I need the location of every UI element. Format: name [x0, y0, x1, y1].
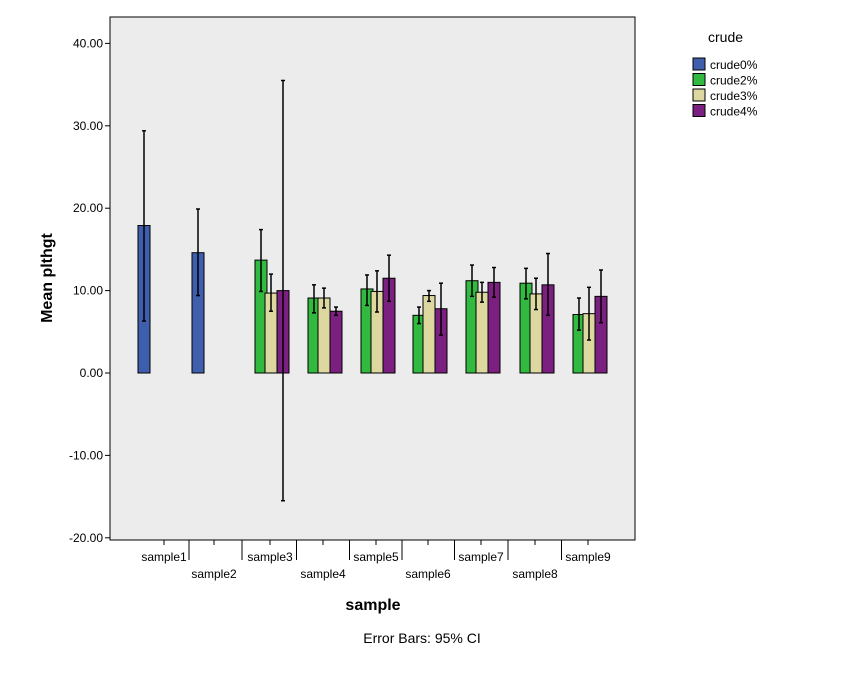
- bar: [317, 297, 331, 374]
- legend-swatch: [692, 73, 706, 86]
- x-tick-label: sample7: [458, 550, 504, 564]
- legend-swatch: [692, 88, 706, 102]
- bar: [422, 295, 436, 374]
- x-tick-label: sample3: [247, 550, 293, 564]
- y-tick-label: -20.00: [69, 531, 103, 545]
- legend: crude crude0% crude2%crude3% crude4%: [692, 29, 758, 119]
- y-tick-label: 20.00: [73, 201, 103, 215]
- x-tick-label: sample2: [191, 567, 237, 581]
- y-axis-title: Mean plthgt: [39, 232, 56, 322]
- x-tick-label: sample5: [353, 550, 399, 564]
- x-tick-label: sample6: [405, 567, 451, 581]
- legend-title: crude: [708, 29, 743, 45]
- y-tick-label: 40.00: [73, 36, 103, 50]
- legend-swatch: [692, 104, 706, 117]
- x-tick-label: sample9: [565, 550, 611, 564]
- legend-swatch: [692, 57, 706, 71]
- bar: [329, 310, 343, 374]
- bar: [475, 291, 489, 374]
- x-axis-title: sample: [345, 597, 400, 614]
- footnote: Error Bars: 95% CI: [363, 630, 480, 646]
- x-tick-label: sample4: [300, 567, 346, 581]
- x-tick-label: sample1: [141, 550, 187, 564]
- y-tick-label: 30.00: [73, 119, 103, 133]
- legend-label: crude4%: [710, 105, 758, 119]
- legend-label: crude3%: [710, 89, 758, 103]
- legend-label: crude2%: [710, 74, 758, 88]
- x-tick-label: sample8: [512, 567, 558, 581]
- legend-label: crude0%: [710, 58, 758, 72]
- y-tick-label: -10.00: [69, 448, 103, 462]
- y-tick-label: 10.00: [73, 284, 103, 298]
- plot-area: [109, 16, 636, 541]
- y-tick-label: 0.00: [80, 366, 104, 380]
